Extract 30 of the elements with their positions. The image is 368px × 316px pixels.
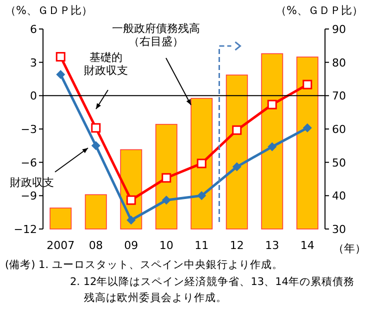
y2-tick-label: 80 [332, 56, 346, 70]
series-label: 基礎的財政収支 [84, 51, 128, 78]
y-tick-label: 6 [30, 23, 37, 36]
y-tick-label: 3 [30, 56, 37, 70]
y2-tick-label: 70 [332, 90, 346, 103]
x-tick-label: 08 [88, 239, 103, 252]
y2-tick-label: 90 [332, 23, 346, 36]
y2-tick-label: 40 [332, 190, 346, 203]
x-tick-label: 14 [300, 239, 314, 252]
x-tick-label: 11 [194, 239, 209, 252]
y-axis-title: （%、ＧＤＰ比） [5, 4, 92, 17]
y-tick-label: −9 [20, 190, 37, 203]
x-tick-label: 10 [159, 239, 174, 252]
x-tick-label: 12 [230, 239, 244, 252]
y-tick-label: −3 [20, 123, 37, 136]
x-axis-title: （年） [333, 242, 366, 255]
x-tick-label: 2007 [46, 239, 75, 252]
y-tick-label: −6 [20, 156, 37, 170]
y2-axis-title: （%、ＧＤＰ比） [276, 4, 363, 17]
text: (備考) 1. ユーロスタット、スペイン中央銀行より作成。 [5, 258, 283, 271]
y2-tick-label: 30 [332, 223, 346, 236]
y2-tick-label: 60 [332, 123, 346, 136]
x-tick-label: 09 [124, 239, 138, 252]
x-tick-label: 13 [265, 239, 280, 252]
y2-tick-label: 50 [332, 156, 346, 170]
text: 財政収支 [10, 176, 54, 189]
y-tick-label: −12 [14, 223, 37, 236]
text: 2. 12年以降はスペイン経済競争省、13、14年の累積債務残高は欧州委員会より作成。 [70, 275, 354, 304]
text: 一般政府債務残高（右目盛） [112, 22, 200, 48]
y-tick-label: 0 [30, 90, 37, 103]
